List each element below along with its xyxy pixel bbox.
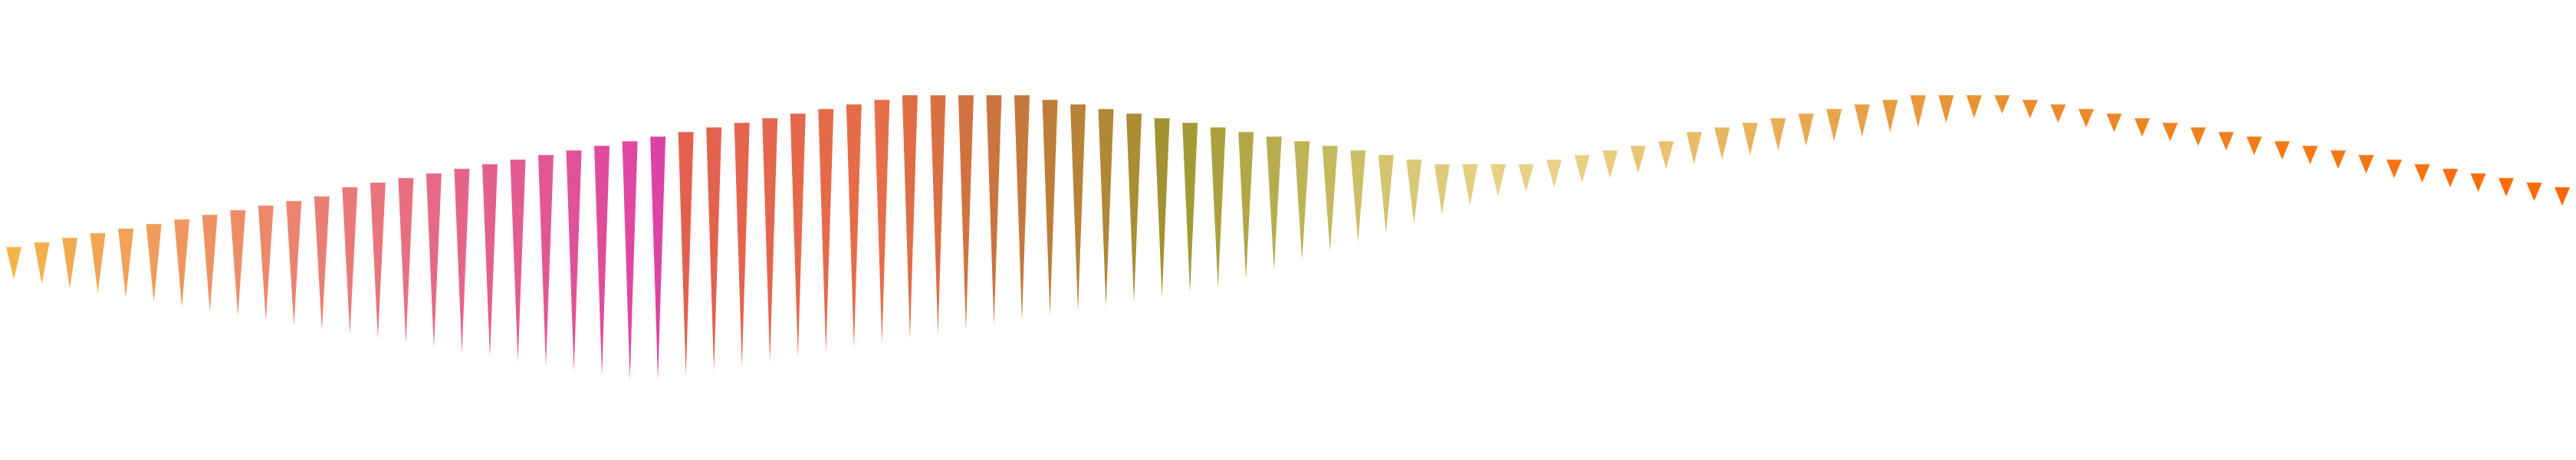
bar-series: [6, 95, 2570, 381]
bar-30: [818, 109, 834, 353]
bar-60: [1658, 141, 1674, 169]
bar-27: [734, 123, 750, 367]
bar-61: [1686, 132, 1702, 165]
bar-41: [1126, 113, 1142, 303]
bar-35: [958, 95, 974, 330]
bar-19: [510, 159, 526, 363]
bar-89: [2470, 173, 2486, 192]
bar-52: [1434, 164, 1450, 215]
bar-56: [1546, 159, 1562, 188]
bar-90: [2498, 178, 2514, 197]
bar-16: [426, 173, 442, 349]
bar-39: [1070, 104, 1086, 312]
bar-38: [1042, 100, 1058, 317]
bar-87: [2414, 164, 2430, 183]
bar-42: [1154, 118, 1170, 298]
bar-17: [454, 169, 470, 353]
bar-59: [1630, 146, 1646, 174]
bar-14: [370, 182, 386, 340]
bar-86: [2386, 159, 2402, 179]
bar-7: [174, 219, 190, 307]
bar-53: [1462, 164, 1478, 206]
bar-83: [2302, 146, 2318, 165]
bar-49: [1350, 150, 1366, 243]
bar-64: [1770, 118, 1786, 151]
bar-84: [2330, 150, 2346, 169]
bar-63: [1742, 123, 1758, 156]
bar-36: [986, 95, 1002, 326]
bar-9: [230, 210, 246, 317]
bar-33: [902, 95, 918, 340]
bar-46: [1266, 136, 1282, 271]
bar-10: [258, 205, 274, 321]
bar-23: [622, 141, 638, 381]
bar-29: [790, 113, 806, 358]
bar-77: [2134, 118, 2150, 137]
bar-72: [1994, 95, 2010, 114]
bar-88: [2442, 169, 2458, 188]
bar-76: [2106, 113, 2122, 133]
bar-40: [1098, 109, 1114, 307]
bar-37: [1014, 95, 1030, 321]
bar-85: [2358, 155, 2374, 174]
bar-28: [762, 118, 778, 363]
bar-1: [6, 247, 21, 280]
bar-47: [1294, 141, 1310, 261]
bar-18: [481, 164, 498, 358]
bar-32: [874, 100, 890, 344]
bar-43: [1182, 123, 1198, 294]
bar-80: [2218, 132, 2234, 151]
bar-69: [1910, 95, 1926, 128]
bar-92: [2555, 187, 2570, 206]
bar-71: [1966, 95, 1982, 119]
bar-55: [1518, 164, 1534, 192]
bar-8: [202, 215, 218, 312]
bar-67: [1854, 104, 1870, 137]
bar-45: [1238, 132, 1254, 280]
bar-65: [1798, 113, 1814, 146]
bar-82: [2274, 141, 2290, 160]
bar-26: [706, 127, 722, 372]
bar-11: [286, 201, 302, 326]
bar-79: [2190, 127, 2206, 146]
bar-24: [650, 136, 666, 381]
bar-25: [678, 132, 694, 376]
bar-34: [930, 95, 946, 335]
bar-58: [1602, 150, 1618, 179]
bar-68: [1882, 100, 1898, 133]
bar-13: [342, 187, 358, 335]
bar-54: [1490, 164, 1506, 197]
bar-57: [1574, 155, 1590, 183]
bar-15: [398, 178, 414, 344]
bar-21: [566, 150, 582, 372]
bar-50: [1378, 155, 1394, 234]
bar-4: [90, 233, 106, 294]
bar-22: [594, 146, 610, 376]
bar-20: [538, 155, 554, 367]
bar-62: [1714, 127, 1730, 160]
bar-48: [1322, 146, 1338, 252]
bar-44: [1210, 127, 1226, 289]
bar-31: [846, 104, 862, 349]
bar-91: [2526, 182, 2542, 202]
bar-81: [2246, 136, 2262, 156]
bar-66: [1826, 109, 1842, 142]
bar-51: [1406, 159, 1422, 225]
bar-70: [1938, 95, 1954, 123]
bar-2: [34, 242, 50, 284]
bar-78: [2162, 123, 2178, 142]
bar-75: [2078, 109, 2095, 128]
bar-12: [314, 196, 330, 330]
bar-73: [2022, 100, 2038, 119]
bar-74: [2050, 104, 2066, 123]
bar-3: [62, 238, 78, 289]
bar-6: [146, 224, 162, 303]
bar-5: [118, 228, 134, 298]
